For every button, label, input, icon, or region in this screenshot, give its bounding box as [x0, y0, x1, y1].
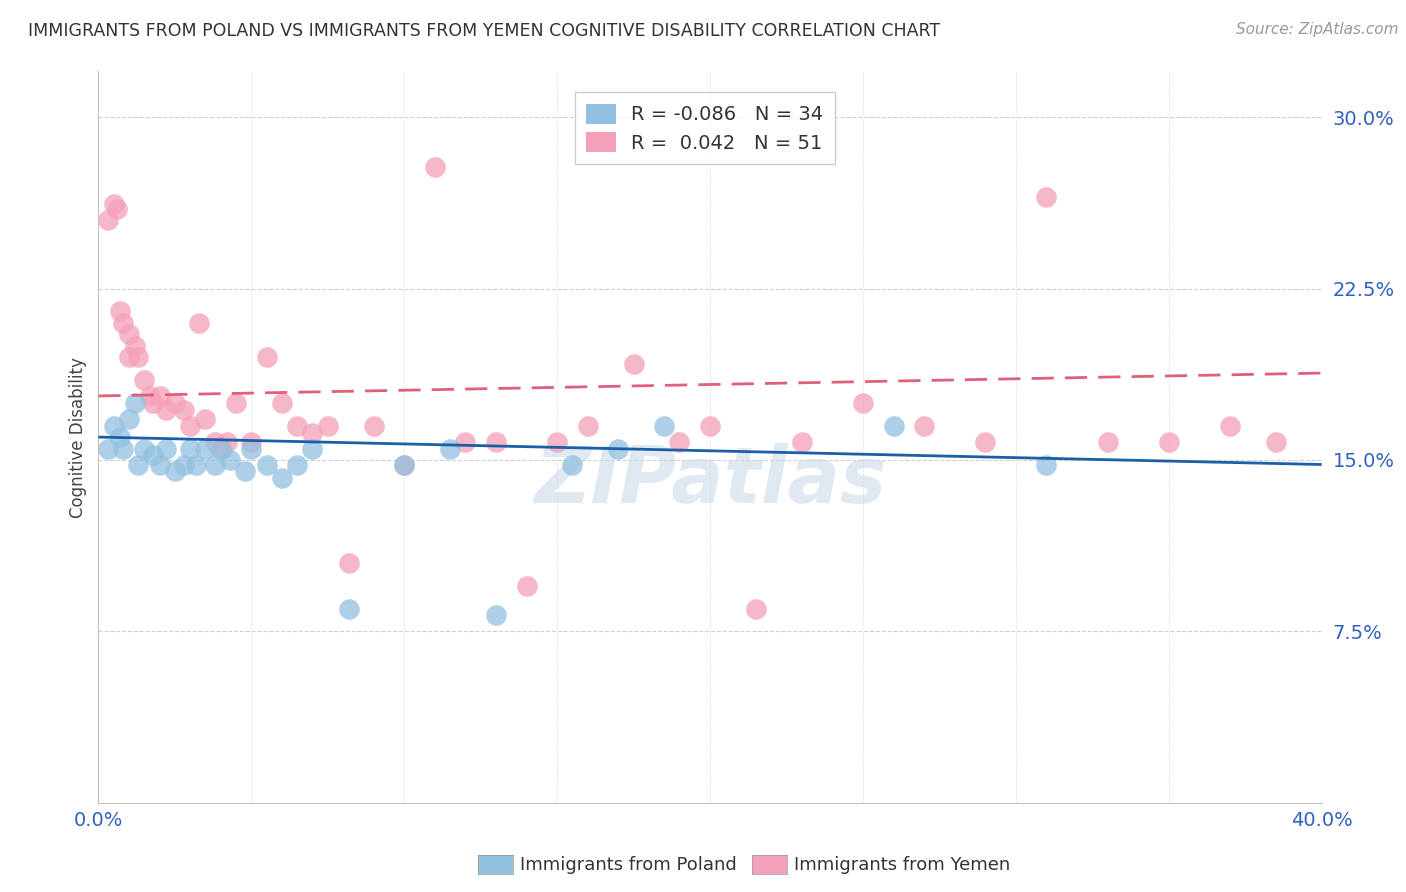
Point: [124, 396, 146, 410]
Point: [188, 316, 211, 330]
Point: [179, 418, 201, 433]
Point: [912, 418, 935, 433]
Point: [516, 579, 538, 593]
Point: [1157, 434, 1180, 449]
Point: [105, 202, 128, 216]
Point: [118, 412, 141, 426]
Point: [316, 418, 339, 433]
Point: [118, 350, 141, 364]
Point: [127, 350, 149, 364]
Point: [337, 556, 360, 570]
Point: [155, 442, 177, 456]
Point: [103, 197, 125, 211]
Legend: R = -0.086   N = 34, R =  0.042   N = 51: R = -0.086 N = 34, R = 0.042 N = 51: [575, 92, 835, 164]
Y-axis label: Cognitive Disability: Cognitive Disability: [69, 357, 87, 517]
Point: [179, 442, 201, 456]
Point: [883, 418, 905, 433]
Point: [256, 458, 278, 472]
Point: [103, 418, 125, 433]
Point: [301, 425, 323, 440]
Text: Source: ZipAtlas.com: Source: ZipAtlas.com: [1236, 22, 1399, 37]
Point: [97, 442, 120, 456]
Point: [745, 601, 768, 615]
Point: [149, 458, 172, 472]
Point: [149, 389, 172, 403]
Point: [134, 373, 156, 387]
Point: [454, 434, 477, 449]
Point: [337, 601, 360, 615]
Point: [301, 442, 323, 456]
Point: [194, 412, 217, 426]
Point: [111, 316, 134, 330]
Point: [623, 357, 645, 371]
Point: [652, 418, 675, 433]
Point: [111, 442, 134, 456]
Point: [139, 389, 162, 403]
Point: [194, 442, 217, 456]
Point: [1035, 458, 1057, 472]
Point: [225, 396, 247, 410]
Point: [546, 434, 568, 449]
Point: [233, 464, 256, 478]
Point: [423, 161, 446, 175]
Point: [118, 327, 141, 342]
Point: [1264, 434, 1286, 449]
Text: Immigrants from Yemen: Immigrants from Yemen: [794, 856, 1011, 874]
Point: [173, 458, 195, 472]
Point: [142, 396, 165, 410]
Point: [363, 418, 385, 433]
Point: [974, 434, 997, 449]
Point: [1219, 418, 1241, 433]
Point: [1035, 190, 1057, 204]
Point: [163, 464, 186, 478]
Point: [561, 458, 583, 472]
Point: [163, 396, 186, 410]
Point: [204, 434, 226, 449]
Point: [108, 304, 131, 318]
Point: [1097, 434, 1119, 449]
Point: [790, 434, 813, 449]
Text: IMMIGRANTS FROM POLAND VS IMMIGRANTS FROM YEMEN COGNITIVE DISABILITY CORRELATION: IMMIGRANTS FROM POLAND VS IMMIGRANTS FRO…: [28, 22, 941, 40]
Point: [97, 213, 120, 227]
Point: [240, 442, 263, 456]
Point: [699, 418, 721, 433]
Point: [155, 402, 177, 417]
Text: Immigrants from Poland: Immigrants from Poland: [520, 856, 737, 874]
Point: [134, 442, 156, 456]
Point: [392, 458, 416, 472]
Point: [607, 442, 630, 456]
Point: [127, 458, 149, 472]
Point: [124, 338, 146, 352]
Point: [392, 458, 416, 472]
Point: [142, 449, 165, 463]
Point: [215, 434, 238, 449]
Point: [439, 442, 461, 456]
Point: [485, 434, 508, 449]
Point: [285, 458, 308, 472]
Point: [186, 458, 208, 472]
Point: [173, 402, 195, 417]
Point: [240, 434, 263, 449]
Point: [852, 396, 875, 410]
Point: [485, 608, 508, 623]
Point: [256, 350, 278, 364]
Point: [576, 418, 599, 433]
Point: [668, 434, 690, 449]
Point: [285, 418, 308, 433]
Point: [270, 471, 292, 485]
Point: [204, 458, 226, 472]
Point: [219, 453, 242, 467]
Point: [108, 430, 131, 444]
Point: [209, 442, 232, 456]
Point: [270, 396, 292, 410]
Text: ZIPatlas: ZIPatlas: [534, 443, 886, 519]
Point: [209, 442, 232, 456]
